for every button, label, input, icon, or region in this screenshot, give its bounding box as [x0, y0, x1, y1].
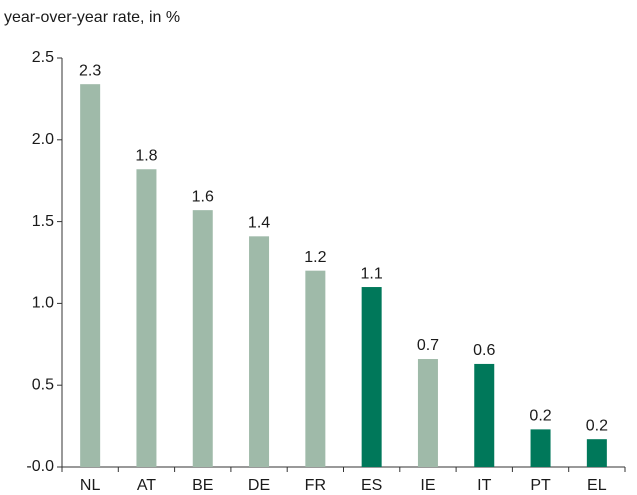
value-label: 1.6: [192, 188, 214, 205]
y-tick-label: 0.5: [32, 376, 54, 393]
x-tick-label: AT: [137, 477, 156, 494]
value-label: 1.2: [304, 249, 326, 266]
y-tick-label: -0.0: [26, 458, 54, 475]
y-tick-label: 1.5: [32, 213, 54, 230]
value-label: 1.8: [135, 147, 157, 164]
value-label: 0.7: [417, 337, 439, 354]
bar: [192, 210, 213, 467]
y-axis-label: year-over-year rate, in %: [4, 9, 180, 26]
bar: [417, 359, 438, 467]
value-label: 0.2: [586, 417, 608, 434]
value-label: 1.1: [361, 265, 383, 282]
x-tick-label: ES: [361, 477, 382, 494]
y-tick-label: 2.0: [32, 131, 54, 148]
y-tick-label: 1.0: [32, 295, 54, 312]
y-tick-label: 2.5: [32, 49, 54, 66]
bar: [249, 236, 270, 467]
x-tick-label: PT: [530, 477, 551, 494]
x-tick-label: FR: [305, 477, 326, 494]
x-tick-label: IE: [420, 477, 435, 494]
x-tick-label: NL: [80, 477, 101, 494]
value-label: 2.3: [79, 62, 101, 79]
bar: [305, 270, 326, 467]
value-label: 0.2: [529, 408, 551, 425]
bar: [80, 84, 101, 468]
x-tick-label: EL: [587, 477, 607, 494]
bar: [361, 287, 382, 467]
bar: [586, 439, 607, 467]
x-tick-label: IT: [477, 477, 491, 494]
value-label: 0.6: [473, 342, 495, 359]
bar: [136, 169, 157, 468]
value-label: 1.4: [248, 215, 270, 232]
x-tick-label: DE: [248, 477, 270, 494]
bar: [530, 429, 551, 467]
x-tick-label: BE: [192, 477, 213, 494]
bar: [474, 363, 495, 467]
